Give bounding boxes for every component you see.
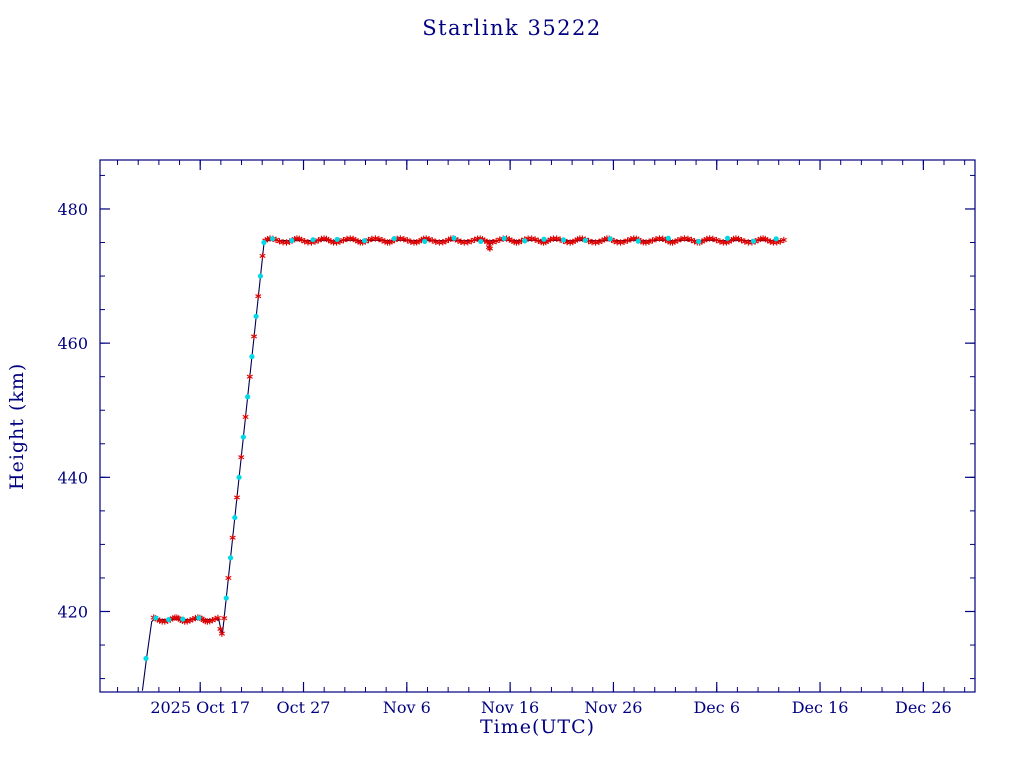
svg-text:Nov 6: Nov 6 bbox=[383, 698, 431, 717]
svg-text:440: 440 bbox=[57, 468, 88, 487]
svg-text:Dec 16: Dec 16 bbox=[792, 698, 849, 717]
svg-text:420: 420 bbox=[57, 602, 88, 621]
svg-text:460: 460 bbox=[57, 334, 88, 353]
svg-text:Oct 27: Oct 27 bbox=[277, 698, 331, 717]
svg-text:2025 Oct 17: 2025 Oct 17 bbox=[150, 698, 250, 717]
svg-text:480: 480 bbox=[57, 200, 88, 219]
chart-title: Starlink 35222 bbox=[422, 16, 602, 40]
svg-text:Nov 26: Nov 26 bbox=[584, 698, 642, 717]
svg-text:Dec 26: Dec 26 bbox=[895, 698, 952, 717]
svg-text:Nov 16: Nov 16 bbox=[481, 698, 539, 717]
svg-text:Dec 6: Dec 6 bbox=[693, 698, 740, 717]
y-axis-label: Height (km) bbox=[6, 362, 28, 490]
x-axis-label: Time(UTC) bbox=[479, 716, 596, 738]
